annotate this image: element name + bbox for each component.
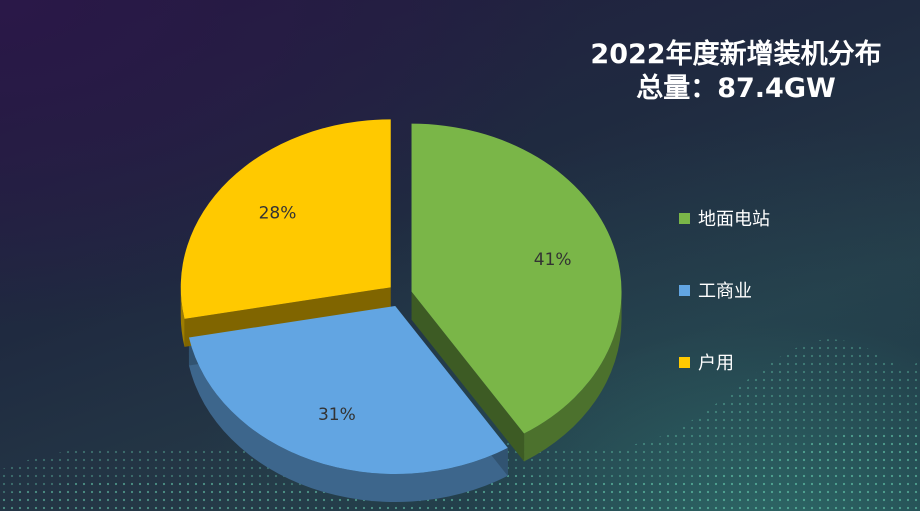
data-label-1: 31% [318,405,356,425]
pie-slice-0 [411,123,622,434]
pie-slice-side-1 [188,337,508,503]
chart-title-block: 2022年度新增装机分布 总量：87.4GW [586,38,886,106]
legend-swatch [679,284,690,296]
legend-swatch [679,212,690,224]
legend-label: 户用 [698,353,734,374]
pie-slice-2 [180,119,391,319]
chart-subtitle: 总量：87.4GW [636,73,836,104]
chart-title: 2022年度新增装机分布 [590,39,882,70]
legend-item-ground-station: 地面电站 [679,205,770,231]
data-label-2: 28% [259,203,297,223]
legend-label: 工商业 [698,281,752,302]
pie-slice-side-2 [180,287,185,347]
decorative-wave [0,339,920,511]
legend-item-residential: 户用 [679,349,770,375]
legend-swatch [679,356,690,368]
legend: 地面电站 工商业 户用 [679,205,770,421]
pie-slice-wall-0-1 [411,291,525,462]
pie-slice-1 [188,306,508,475]
data-label-0: 41% [534,250,572,270]
legend-item-commercial: 工商业 [679,277,770,303]
pie-slice-side-0 [524,291,622,462]
legend-label: 地面电站 [698,209,770,230]
